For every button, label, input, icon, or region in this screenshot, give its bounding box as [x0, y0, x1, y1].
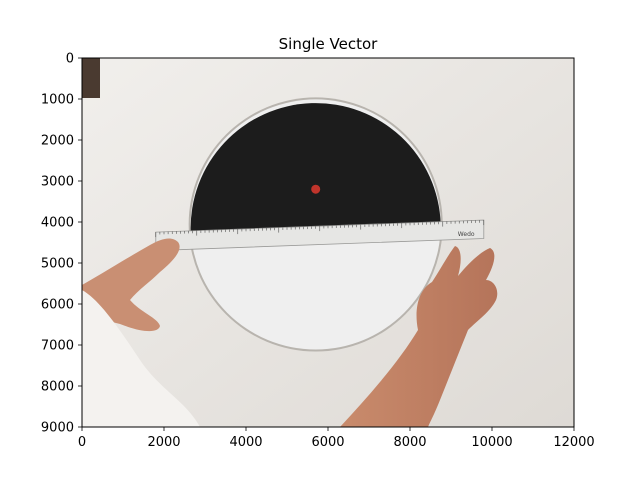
x-axis: 0 2000 4000 6000 8000 10000 12000 [78, 427, 595, 450]
y-tick-label: 4000 [41, 216, 74, 231]
x-tick-label: 6000 [311, 435, 344, 450]
x-tick-label: 4000 [229, 435, 262, 450]
y-tick-label: 6000 [41, 298, 74, 313]
y-tick-label: 5000 [41, 257, 74, 272]
red-dot [311, 184, 321, 194]
x-tick-label: 2000 [147, 435, 180, 450]
left-hand [82, 238, 200, 427]
y-tick-label: 9000 [41, 421, 74, 436]
x-tick-label: 8000 [393, 435, 426, 450]
x-tick-label: 12000 [553, 435, 594, 450]
y-tick-label: 0 [66, 52, 74, 67]
ruler-brand: Wedo [458, 231, 475, 238]
y-tick-label: 1000 [41, 93, 74, 108]
photo-image: Wedo [82, 58, 574, 427]
disc [188, 97, 443, 352]
chart-title: Single Vector [279, 35, 379, 53]
right-hand [82, 58, 498, 427]
y-tick-label: 3000 [41, 175, 74, 190]
y-axis: 0 1000 2000 3000 4000 5000 6000 7000 8000 9000 [41, 52, 82, 436]
y-tick-label: 8000 [41, 380, 74, 395]
y-tick-label: 2000 [41, 134, 74, 149]
x-tick-label: 0 [78, 435, 86, 450]
disc-upper-black [190, 103, 441, 233]
y-tick-label: 7000 [41, 339, 74, 354]
x-tick-label: 10000 [471, 435, 512, 450]
